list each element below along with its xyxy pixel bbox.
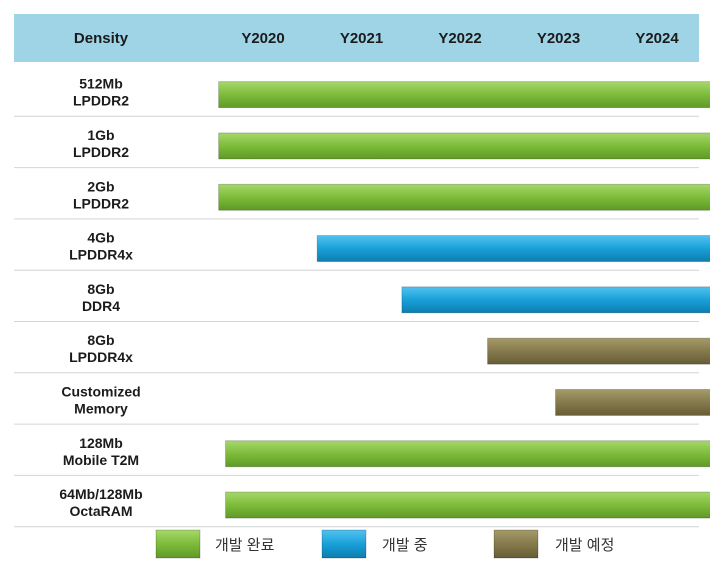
timeline-bar-done: [225, 440, 710, 468]
legend-swatch: [155, 529, 201, 559]
row-label-type: OctaRAM: [69, 503, 132, 519]
row-label-type: LPDDR2: [73, 195, 129, 211]
timeline-bar-done: [218, 183, 710, 211]
timeline-bar-done: [218, 132, 710, 160]
legend-item-done: 개발 완료: [155, 529, 275, 559]
legend-label: 개발 중: [382, 537, 428, 554]
row-label-density: 2Gb: [87, 178, 114, 194]
year-header-y2022: Y2022: [438, 30, 481, 47]
row-label-density: 8Gb: [87, 281, 114, 297]
row-label-type: Memory: [74, 400, 128, 416]
timeline-bar-planned: [487, 337, 710, 365]
year-header-y2023: Y2023: [537, 30, 580, 47]
row-label-density: 512Mb: [79, 76, 123, 92]
legend-swatch: [321, 529, 367, 559]
timeline-bar-in-progress: [316, 235, 710, 262]
header-band: [14, 14, 699, 62]
legend-item-planned: 개발 예정: [493, 529, 614, 559]
legend-label: 개발 완료: [215, 537, 275, 554]
timeline-bar-planned: [555, 389, 710, 416]
row-label-density: 128Mb: [79, 435, 123, 451]
row-label-density: 4Gb: [87, 230, 114, 246]
row-label-density: 1Gb: [87, 127, 114, 143]
row-label-type: LPDDR2: [73, 93, 129, 109]
legend-item-in-progress: 개발 중: [321, 529, 428, 559]
row-label-type: LPDDR4x: [69, 247, 133, 263]
timeline-bar-done: [225, 491, 710, 519]
row-label-type: DDR4: [82, 298, 120, 314]
legend-swatch: [493, 529, 539, 559]
row-label-type: LPDDR4x: [69, 349, 133, 365]
row-label-type: LPDDR2: [73, 144, 129, 160]
year-header-y2024: Y2024: [635, 30, 679, 47]
row-label-density: Customized: [61, 383, 140, 399]
density-header: Density: [74, 30, 129, 47]
year-header-y2020: Y2020: [241, 30, 284, 47]
timeline-bar-in-progress: [401, 286, 710, 314]
row-label-density: 8Gb: [87, 332, 114, 348]
row-label-density: 64Mb/128Mb: [59, 486, 142, 502]
row-label-type: Mobile T2M: [63, 452, 139, 468]
timeline-bar-done: [218, 81, 710, 109]
year-header-y2021: Y2021: [340, 30, 383, 47]
legend-label: 개발 예정: [555, 537, 614, 554]
